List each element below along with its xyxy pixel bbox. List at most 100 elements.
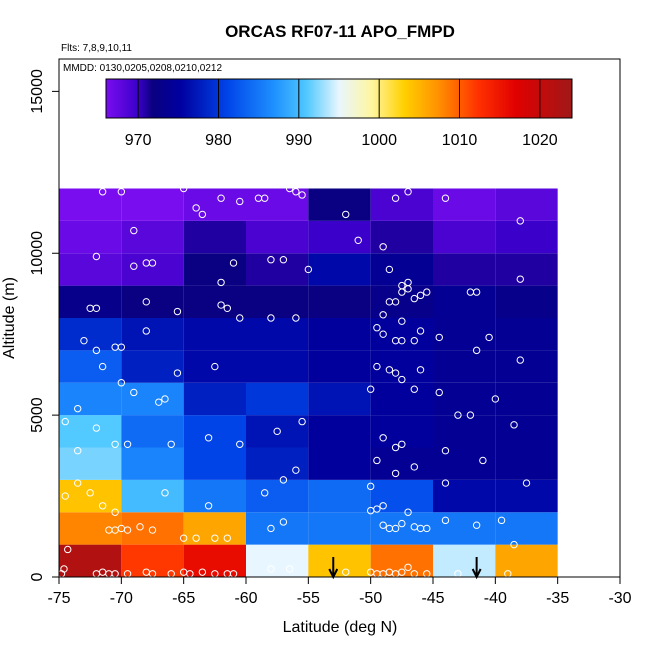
heatmap-cell (121, 188, 184, 221)
heatmap-cell (308, 382, 371, 416)
sample-point (398, 519, 406, 528)
heatmap-cell (433, 220, 496, 254)
heatmap-cell (370, 415, 433, 448)
x-tick-label: -60 (234, 590, 257, 607)
sample-point (416, 291, 425, 300)
heatmap-cell (59, 188, 122, 221)
sample-point (410, 294, 418, 303)
sample-point (385, 366, 394, 374)
colorbar-tick-label: 1020 (522, 132, 558, 149)
heatmap-cell (495, 415, 558, 448)
heatmap-cell (246, 512, 309, 545)
x-tick-label: -30 (608, 590, 631, 607)
sample-point (192, 534, 200, 542)
sample-point (179, 534, 188, 542)
sample-point (285, 184, 294, 193)
y-tick-label: 5000 (29, 397, 46, 433)
sample-point (60, 565, 68, 573)
heatmap-cell (433, 544, 496, 577)
heatmap-cell (370, 188, 433, 221)
heatmap-cell (495, 188, 558, 221)
heatmap-cell (495, 479, 558, 513)
sample-point (192, 204, 200, 212)
sample-point (516, 356, 524, 364)
heatmap-cell (370, 318, 433, 351)
heatmap-cell (433, 382, 496, 416)
dates-annotation: MMDD: 0130,0205,0208,0210,0212 (63, 63, 222, 74)
sample-points (57, 184, 531, 578)
sample-point (267, 256, 275, 264)
sample-point (472, 346, 481, 355)
heatmap-cell (246, 479, 309, 513)
sample-point (391, 443, 400, 452)
heatmap-cell (495, 318, 558, 351)
heatmap-cell (183, 382, 246, 416)
sample-point (273, 427, 281, 436)
x-tick-label: -45 (421, 590, 444, 607)
sample-point (404, 278, 412, 287)
sample-point (379, 243, 387, 251)
sample-point (354, 236, 362, 245)
sample-point (510, 421, 518, 429)
heatmap-cell (183, 253, 246, 286)
x-tick-label: -50 (359, 590, 382, 607)
heatmap-cell (246, 350, 309, 383)
colorbar-tick-label: 1000 (361, 132, 397, 149)
sample-point (236, 314, 244, 322)
heatmap-cell (308, 447, 371, 480)
flights-annotation: Flts: 7,8,9,10,11 (61, 43, 132, 54)
heatmap-cell (433, 253, 496, 286)
sample-point (130, 226, 138, 235)
sample-point (391, 298, 400, 306)
heatmap-cell (308, 188, 371, 221)
x-tick-label: -40 (484, 590, 507, 607)
sample-point (111, 440, 119, 448)
y-tick-label: 15000 (29, 69, 46, 114)
sample-point (373, 456, 381, 465)
heatmap-cell (308, 544, 371, 577)
sample-point (391, 194, 400, 202)
heatmap-cell (308, 512, 371, 545)
sample-point (385, 265, 394, 274)
colorbar-tick-label: 1010 (442, 132, 478, 149)
sample-point (472, 521, 481, 529)
heatmap-cell (370, 382, 433, 416)
sample-point (379, 434, 387, 442)
heatmap-cell (308, 220, 371, 254)
heatmap-cell (370, 447, 433, 480)
colorbar-tick-label: 990 (285, 132, 312, 149)
sample-point (142, 327, 150, 335)
sample-point (64, 545, 72, 554)
sample-point (441, 479, 450, 487)
sample-point (223, 304, 232, 312)
sample-point (98, 188, 107, 196)
sample-point (410, 385, 418, 393)
sample-point (261, 489, 269, 497)
heatmap-cell (308, 253, 371, 286)
sample-point (491, 395, 500, 403)
sample-point (92, 424, 101, 432)
sample-point (136, 523, 144, 531)
heatmap-cell (308, 318, 371, 351)
sample-point (398, 568, 406, 576)
heatmap-cell (433, 512, 496, 545)
sample-point (130, 388, 138, 397)
sample-point (173, 307, 182, 316)
heatmap-cell (183, 188, 246, 221)
heatmap-cell (121, 382, 184, 416)
sample-point (398, 375, 406, 384)
sample-point (416, 366, 425, 374)
heatmap-cell (308, 415, 371, 448)
heatmap-cell (59, 318, 122, 351)
sample-point (366, 385, 375, 393)
sample-point (142, 298, 150, 306)
sample-point (292, 188, 300, 196)
sample-point (267, 565, 275, 573)
sample-point (61, 417, 69, 426)
sample-point (404, 508, 412, 516)
heatmap-cell (121, 512, 184, 545)
sample-point (161, 489, 169, 497)
sample-point (123, 440, 132, 448)
colorbar-tick-label: 970 (125, 132, 152, 149)
sample-point (398, 317, 406, 325)
